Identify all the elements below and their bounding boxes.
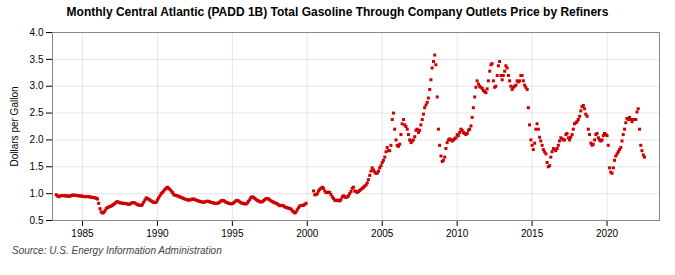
svg-text:1995: 1995 (221, 228, 244, 239)
svg-text:1.0: 1.0 (30, 188, 44, 199)
html-text:Source: U.S. Energy Informatio: Source: U.S. Energy Information Administ… (12, 245, 222, 256)
svg-text:2005: 2005 (371, 228, 394, 239)
svg-text:4.0: 4.0 (30, 27, 44, 38)
svg-text:2015: 2015 (521, 228, 544, 239)
svg-text:2.0: 2.0 (30, 134, 44, 145)
svg-text:3.5: 3.5 (30, 54, 44, 65)
svg-text:2.5: 2.5 (30, 107, 44, 118)
svg-text:1985: 1985 (71, 228, 94, 239)
svg-text:2020: 2020 (596, 228, 619, 239)
svg-text:0.5: 0.5 (30, 215, 44, 226)
svg-text:3.0: 3.0 (30, 80, 44, 91)
svg-text:Dollars per Gallon: Dollars per Gallon (9, 86, 20, 166)
svg-text:1990: 1990 (146, 228, 169, 239)
svg-text:2000: 2000 (296, 228, 319, 239)
svg-text:1.5: 1.5 (30, 161, 44, 172)
html-text:Monthly Central Atlantic (PADD: Monthly Central Atlantic (PADD 1B) Total… (66, 5, 609, 19)
svg-text:2010: 2010 (446, 228, 469, 239)
